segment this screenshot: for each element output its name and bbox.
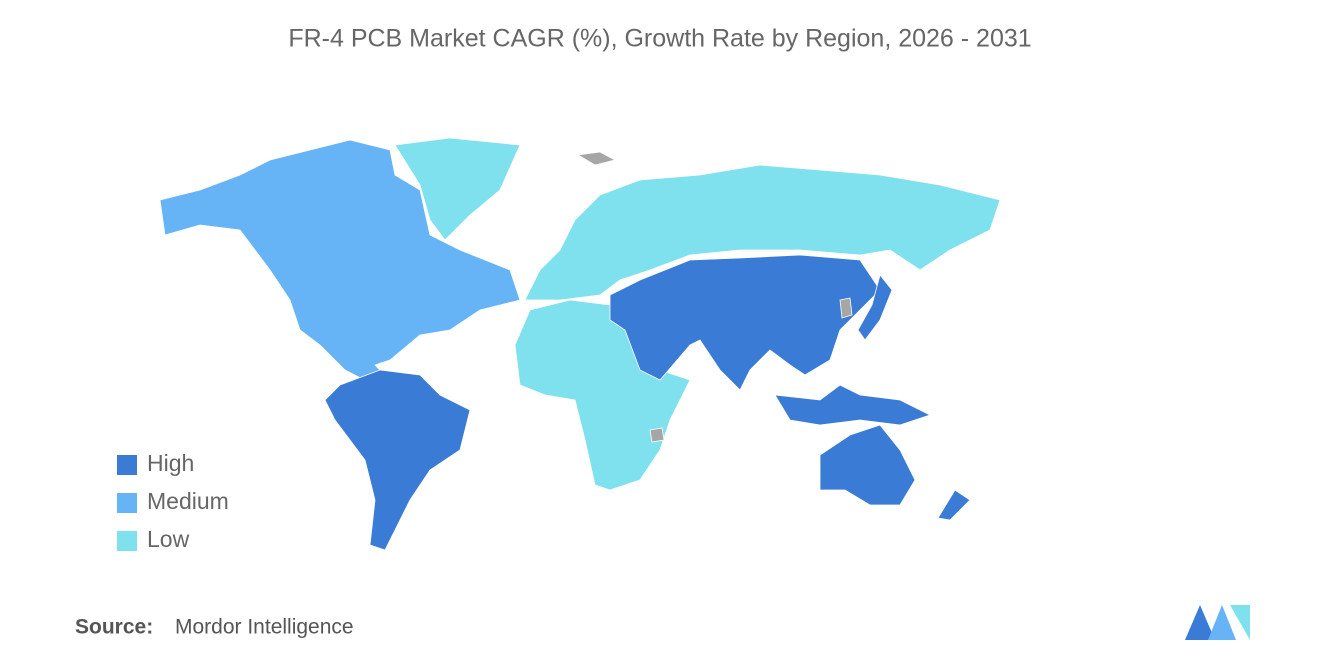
legend-label: Low	[147, 526, 190, 552]
region-europe-russia	[524, 164, 1001, 301]
legend-label: High	[147, 450, 194, 476]
source-label: Source:	[75, 616, 153, 639]
legend-label: Medium	[147, 488, 229, 514]
region-no-data	[576, 151, 853, 443]
legend-swatch	[117, 455, 137, 475]
legend: High Medium Low	[117, 450, 229, 552]
map	[159, 137, 1001, 551]
region-japan	[857, 274, 893, 341]
region-greenland	[394, 137, 521, 241]
legend-swatch	[117, 493, 137, 513]
chart-title: FR-4 PCB Market CAGR (%), Growth Rate by…	[288, 25, 1031, 53]
region-asia	[609, 254, 881, 391]
region-south-america	[324, 369, 471, 551]
source-text: Mordor Intelligence	[175, 616, 354, 639]
logo	[1185, 605, 1250, 640]
region-north-america	[159, 139, 521, 389]
region-new-zealand	[937, 489, 971, 521]
legend-swatch	[117, 531, 137, 551]
region-se-asia	[774, 384, 932, 426]
region-australia	[819, 424, 916, 506]
